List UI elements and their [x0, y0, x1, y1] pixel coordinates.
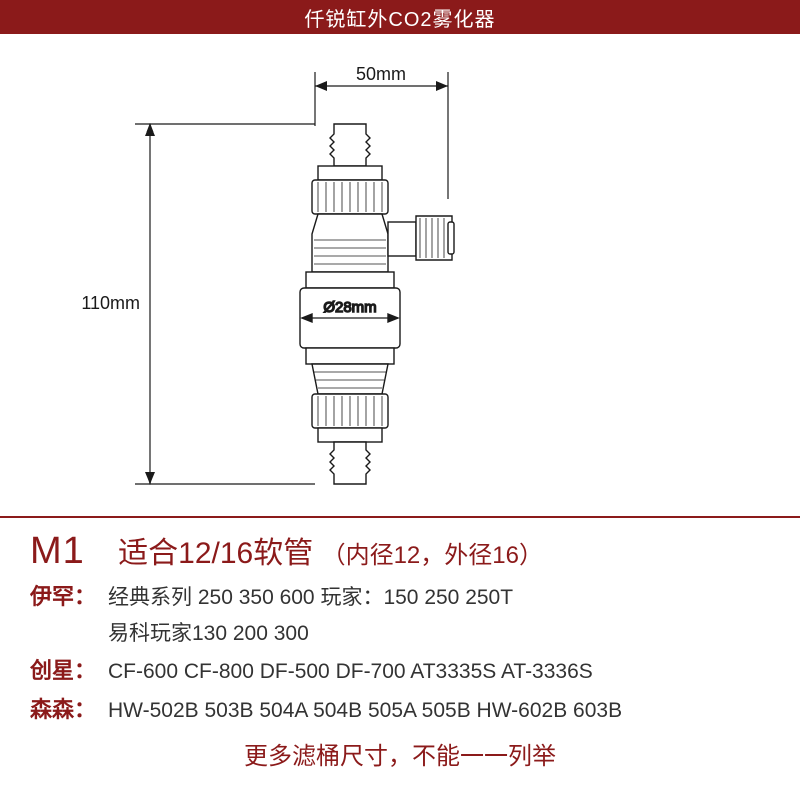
- compat-row-2: 森森： HW-502B 503B 504A 504B 505A 505B HW-…: [30, 692, 770, 727]
- brand-label: 森森：: [30, 692, 108, 724]
- model-name: M1: [30, 530, 85, 572]
- spec-info: M1 适合12/16软管 （内径12，外径16） 伊罕： 经典系列 250 35…: [0, 520, 800, 771]
- compat-text: CF-600 CF-800 DF-500 DF-700 AT3335S AT-3…: [108, 656, 593, 688]
- compat-row-0: 伊罕： 经典系列 250 350 600 玩家：150 250 250T: [30, 579, 770, 614]
- footer-note: 更多滤桶尺寸，不能一一列举: [30, 736, 770, 771]
- height-label: 110mm: [81, 293, 140, 313]
- section-divider: [0, 516, 800, 518]
- model-fits: 适合12/16软管: [118, 537, 313, 570]
- technical-drawing: 110mm 50mm: [0, 34, 800, 514]
- compat-sub-0: 易科玩家130 200 300: [108, 618, 770, 650]
- header-title: 仟锐缸外CO2雾化器: [304, 3, 495, 32]
- compat-row-1: 创星： CF-600 CF-800 DF-500 DF-700 AT3335S …: [30, 653, 770, 688]
- compat-text: HW-502B 503B 504A 504B 505A 505B HW-602B…: [108, 695, 622, 727]
- width-label: 50mm: [356, 64, 406, 84]
- diameter-label: Ø28mm: [323, 299, 376, 316]
- model-line: M1 适合12/16软管 （内径12，外径16）: [30, 528, 770, 573]
- brand-label: 创星：: [30, 653, 108, 685]
- model-note: （内径12，外径16）: [322, 542, 543, 569]
- header-band: 仟锐缸外CO2雾化器: [0, 0, 800, 34]
- compat-text: 经典系列 250 350 600 玩家：150 250 250T: [108, 582, 513, 614]
- brand-label: 伊罕：: [30, 579, 108, 611]
